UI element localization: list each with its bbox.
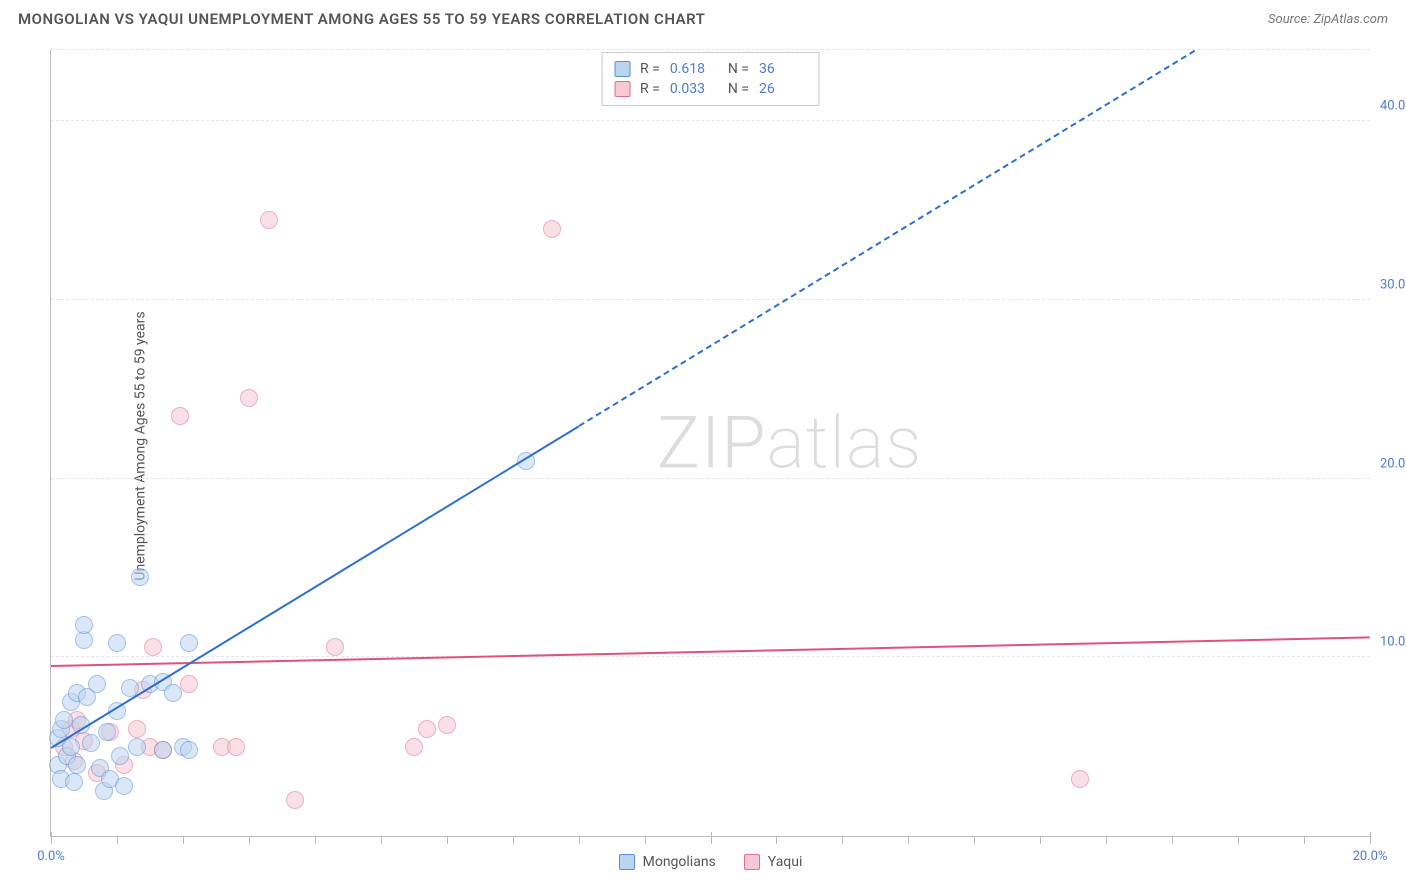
n-value-mongolians: 36 bbox=[759, 61, 807, 77]
x-tick bbox=[579, 836, 580, 844]
x-tick bbox=[249, 836, 250, 844]
data-point-yaqui bbox=[180, 675, 198, 693]
gridline bbox=[51, 49, 1370, 50]
data-point-mongolians bbox=[75, 616, 93, 634]
x-tick bbox=[776, 836, 777, 844]
data-point-mongolians bbox=[131, 568, 149, 586]
swatch-mongolians bbox=[619, 854, 635, 870]
y-tick-label: 20.0% bbox=[1372, 456, 1406, 471]
trendline-yaqui bbox=[51, 636, 1370, 667]
data-point-mongolians bbox=[115, 777, 133, 795]
x-tick bbox=[711, 832, 712, 844]
swatch-mongolians bbox=[614, 61, 630, 77]
n-label: N = bbox=[728, 61, 749, 77]
data-point-mongolians bbox=[180, 634, 198, 652]
stats-row-yaqui: R = 0.033 N = 26 bbox=[614, 79, 807, 99]
stats-row-mongolians: R = 0.618 N = 36 bbox=[614, 59, 807, 79]
source-attribution: Source: ZipAtlas.com bbox=[1268, 12, 1388, 27]
data-point-yaqui bbox=[227, 738, 245, 756]
x-tick bbox=[315, 836, 316, 844]
legend-item-yaqui: Yaqui bbox=[744, 854, 803, 870]
data-point-yaqui bbox=[438, 716, 456, 734]
swatch-yaqui bbox=[744, 854, 760, 870]
data-point-mongolians bbox=[98, 723, 116, 741]
watermark-light: atlas bbox=[767, 401, 923, 486]
data-point-yaqui bbox=[144, 638, 162, 656]
r-label: R = bbox=[640, 81, 660, 97]
data-point-yaqui bbox=[405, 738, 423, 756]
data-point-mongolians bbox=[128, 738, 146, 756]
source-prefix: Source: bbox=[1268, 12, 1313, 27]
gridline bbox=[51, 120, 1370, 121]
y-tick-label: 10.0% bbox=[1372, 635, 1406, 650]
x-tick bbox=[974, 836, 975, 844]
chart-title: MONGOLIAN VS YAQUI UNEMPLOYMENT AMONG AG… bbox=[18, 10, 705, 28]
gridline bbox=[51, 656, 1370, 657]
x-tick-label: 0.0% bbox=[37, 849, 65, 864]
legend-label-mongolians: Mongolians bbox=[643, 854, 716, 870]
data-point-mongolians bbox=[55, 711, 73, 729]
r-value-yaqui: 0.033 bbox=[670, 81, 718, 97]
x-tick bbox=[842, 836, 843, 844]
data-point-mongolians bbox=[111, 747, 129, 765]
x-tick bbox=[1040, 836, 1041, 844]
legend-item-mongolians: Mongolians bbox=[619, 854, 716, 870]
x-tick bbox=[447, 836, 448, 844]
x-tick bbox=[51, 832, 52, 844]
x-tick bbox=[381, 836, 382, 844]
x-tick bbox=[183, 836, 184, 844]
legend: Mongolians Yaqui bbox=[51, 854, 1370, 870]
watermark: ZIPatlas bbox=[657, 401, 922, 486]
y-tick-label: 30.0% bbox=[1372, 278, 1406, 293]
data-point-yaqui bbox=[128, 720, 146, 738]
n-value-yaqui: 26 bbox=[759, 81, 807, 97]
x-tick bbox=[513, 836, 514, 844]
r-value-mongolians: 0.618 bbox=[670, 61, 718, 77]
trendline-mongolians bbox=[50, 425, 579, 748]
data-point-mongolians bbox=[164, 684, 182, 702]
data-point-yaqui bbox=[418, 720, 436, 738]
data-point-mongolians bbox=[68, 756, 86, 774]
data-point-mongolians bbox=[88, 675, 106, 693]
correlation-stats-box: R = 0.618 N = 36 R = 0.033 N = 26 bbox=[601, 52, 820, 106]
x-tick bbox=[1304, 836, 1305, 844]
legend-label-yaqui: Yaqui bbox=[768, 854, 803, 870]
x-tick bbox=[1172, 836, 1173, 844]
data-point-yaqui bbox=[260, 211, 278, 229]
source-name: ZipAtlas.com bbox=[1313, 12, 1388, 27]
plot-area: ZIPatlas R = 0.618 N = 36 R = 0.033 N = … bbox=[50, 50, 1370, 837]
trendline-mongolians bbox=[578, 50, 1195, 427]
x-tick bbox=[1238, 836, 1239, 844]
x-tick bbox=[1106, 836, 1107, 844]
data-point-mongolians bbox=[154, 741, 172, 759]
chart-container: MONGOLIAN VS YAQUI UNEMPLOYMENT AMONG AG… bbox=[0, 0, 1406, 892]
x-tick bbox=[1370, 832, 1371, 844]
data-point-yaqui bbox=[240, 389, 258, 407]
data-point-yaqui bbox=[286, 791, 304, 809]
x-tick-label: 20.0% bbox=[1353, 849, 1388, 864]
r-label: R = bbox=[640, 61, 660, 77]
data-point-yaqui bbox=[543, 220, 561, 238]
y-tick-label: 40.0% bbox=[1372, 99, 1406, 114]
data-point-mongolians bbox=[65, 773, 83, 791]
x-tick bbox=[908, 836, 909, 844]
swatch-yaqui bbox=[614, 81, 630, 97]
watermark-bold: ZIP bbox=[657, 401, 767, 486]
data-point-mongolians bbox=[82, 734, 100, 752]
data-point-mongolians bbox=[108, 634, 126, 652]
gridline bbox=[51, 299, 1370, 300]
x-tick bbox=[117, 836, 118, 844]
x-tick bbox=[645, 836, 646, 844]
data-point-yaqui bbox=[171, 407, 189, 425]
gridline bbox=[51, 478, 1370, 479]
data-point-mongolians bbox=[180, 741, 198, 759]
data-point-yaqui bbox=[326, 638, 344, 656]
data-point-yaqui bbox=[1071, 770, 1089, 788]
n-label: N = bbox=[728, 81, 749, 97]
